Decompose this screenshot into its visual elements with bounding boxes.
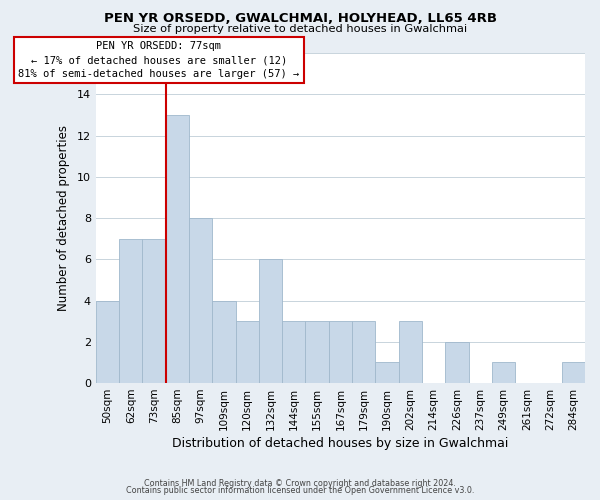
Bar xyxy=(282,321,305,383)
Text: Contains HM Land Registry data © Crown copyright and database right 2024.: Contains HM Land Registry data © Crown c… xyxy=(144,478,456,488)
Bar xyxy=(492,362,515,383)
Bar xyxy=(329,321,352,383)
Bar xyxy=(305,321,329,383)
Y-axis label: Number of detached properties: Number of detached properties xyxy=(57,125,70,311)
Bar xyxy=(96,300,119,383)
Bar xyxy=(259,260,282,383)
Bar xyxy=(189,218,212,383)
Bar xyxy=(119,238,142,383)
Text: PEN YR ORSEDD: 77sqm
← 17% of detached houses are smaller (12)
81% of semi-detac: PEN YR ORSEDD: 77sqm ← 17% of detached h… xyxy=(18,42,299,80)
Bar xyxy=(212,300,236,383)
Text: Contains public sector information licensed under the Open Government Licence v3: Contains public sector information licen… xyxy=(126,486,474,495)
Bar xyxy=(236,321,259,383)
X-axis label: Distribution of detached houses by size in Gwalchmai: Distribution of detached houses by size … xyxy=(172,437,509,450)
Bar xyxy=(166,115,189,383)
Text: PEN YR ORSEDD, GWALCHMAI, HOLYHEAD, LL65 4RB: PEN YR ORSEDD, GWALCHMAI, HOLYHEAD, LL65… xyxy=(104,12,497,26)
Bar xyxy=(562,362,585,383)
Bar xyxy=(445,342,469,383)
Text: Size of property relative to detached houses in Gwalchmai: Size of property relative to detached ho… xyxy=(133,24,467,34)
Bar xyxy=(398,321,422,383)
Bar xyxy=(352,321,376,383)
Bar xyxy=(376,362,398,383)
Bar xyxy=(142,238,166,383)
